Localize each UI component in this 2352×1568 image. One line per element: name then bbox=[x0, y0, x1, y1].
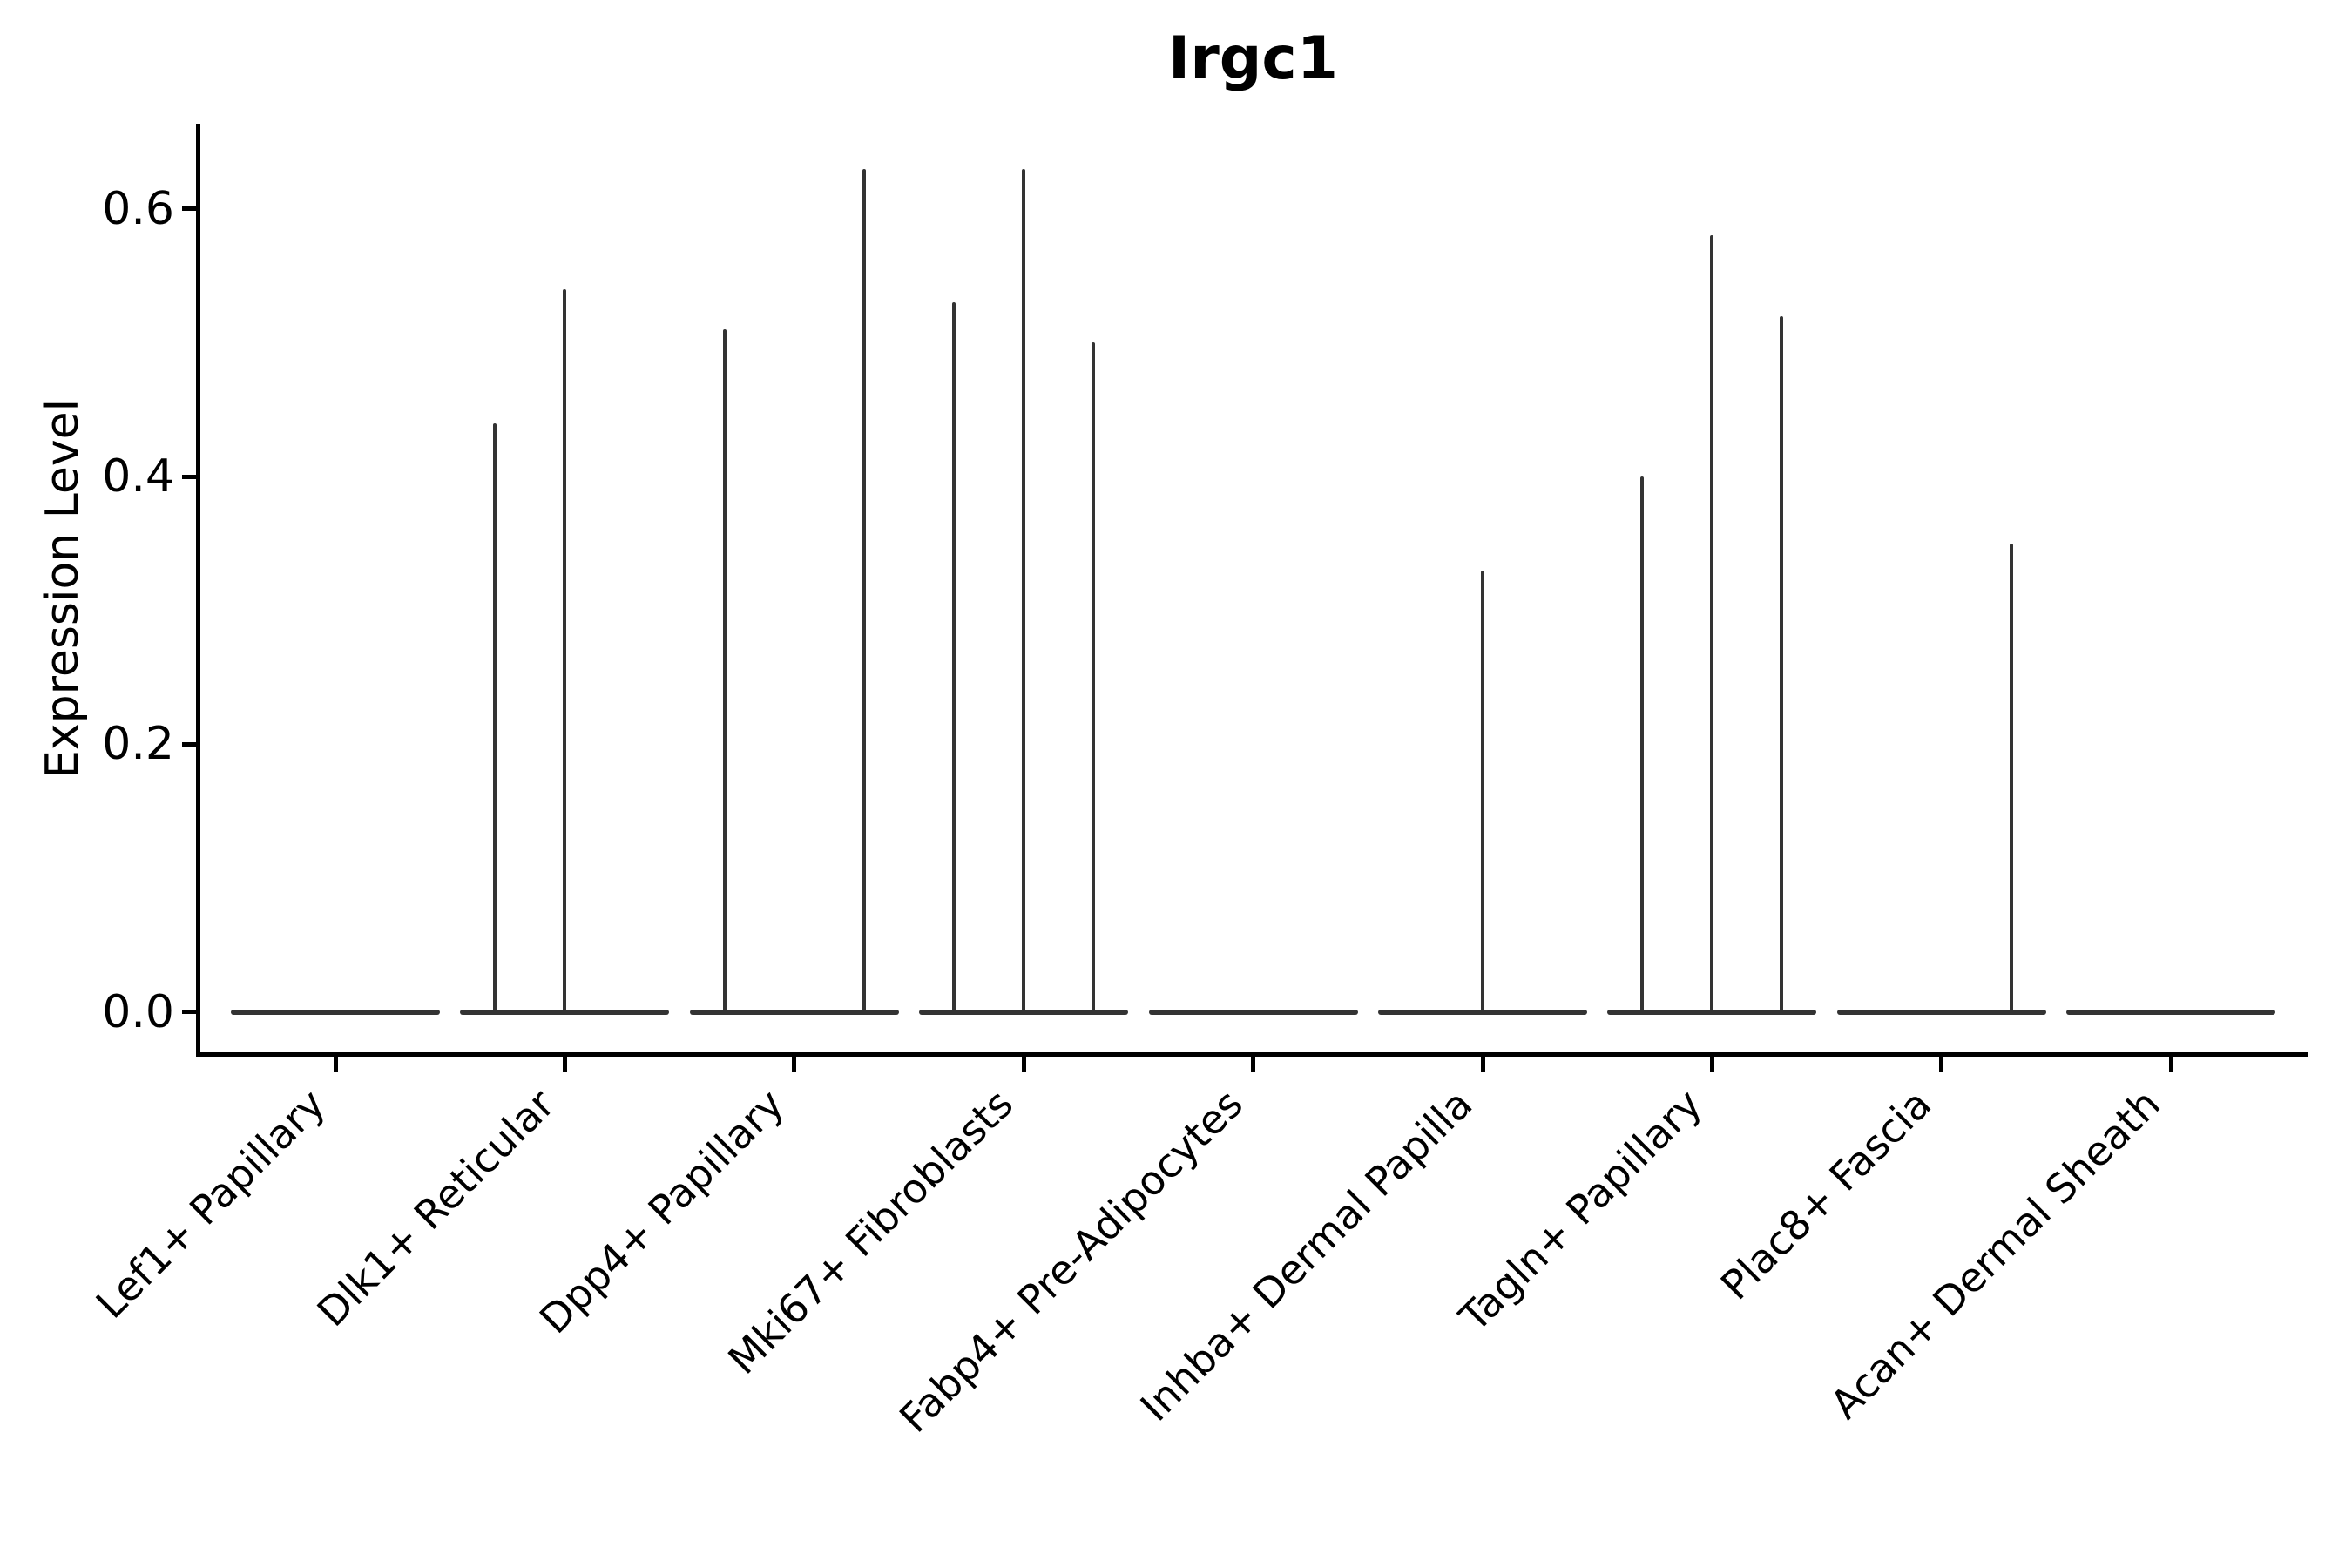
x-tick bbox=[1251, 1056, 1256, 1072]
x-tick bbox=[1480, 1056, 1485, 1072]
x-tick-label: Plac8+ Fascia bbox=[1711, 1080, 1940, 1309]
violin-spike bbox=[722, 329, 727, 1012]
x-tick bbox=[1021, 1056, 1026, 1072]
x-axis-spine bbox=[195, 1051, 2308, 1057]
y-tick-label: 0.4 bbox=[102, 450, 174, 503]
violin-baseline bbox=[689, 1009, 899, 1015]
x-tick bbox=[1939, 1056, 1944, 1072]
chart-title: Irgc1 bbox=[1167, 24, 1339, 93]
x-tick-label: Dpp4+ Papillary bbox=[530, 1080, 793, 1343]
violin-baseline bbox=[1148, 1009, 1358, 1015]
x-tick bbox=[562, 1056, 567, 1072]
y-axis-title: Expression Level bbox=[37, 398, 89, 780]
violin-spike bbox=[1780, 315, 1784, 1012]
violin-spike bbox=[493, 422, 497, 1012]
violin-spike bbox=[1710, 235, 1714, 1012]
y-tick bbox=[181, 741, 196, 747]
violin-spike bbox=[1481, 570, 1484, 1012]
x-tick bbox=[2168, 1056, 2173, 1072]
violin-baseline bbox=[460, 1009, 670, 1015]
y-tick-label: 0.0 bbox=[102, 985, 174, 1038]
y-tick-label: 0.2 bbox=[102, 718, 174, 771]
violin-baseline bbox=[231, 1009, 440, 1015]
y-tick bbox=[181, 474, 196, 479]
violin-spike bbox=[563, 288, 567, 1012]
violin-baseline bbox=[1607, 1009, 1817, 1015]
y-tick bbox=[181, 1010, 196, 1014]
y-axis-spine bbox=[195, 124, 200, 1057]
violin-baseline bbox=[1378, 1009, 1587, 1015]
violin-baseline bbox=[1836, 1009, 2046, 1015]
x-tick-label: Lef1+ Papillary bbox=[86, 1080, 335, 1328]
x-tick-label: Dlk1+ Reticular bbox=[308, 1080, 564, 1336]
x-tick bbox=[333, 1056, 338, 1072]
x-tick bbox=[792, 1056, 797, 1072]
violin-spike bbox=[952, 302, 956, 1012]
violin-spike bbox=[1022, 168, 1026, 1012]
violin-spike bbox=[1640, 476, 1645, 1012]
violin-spike bbox=[2009, 543, 2013, 1012]
violin-spike bbox=[862, 168, 866, 1012]
y-tick bbox=[181, 206, 196, 212]
violin-baseline bbox=[2066, 1009, 2276, 1015]
violin-baseline bbox=[919, 1009, 1129, 1015]
violin-spike bbox=[1092, 342, 1096, 1012]
y-tick-label: 0.6 bbox=[102, 182, 174, 235]
x-tick-label: Tagln+ Papillary bbox=[1450, 1080, 1711, 1341]
x-tick bbox=[1709, 1056, 1714, 1072]
